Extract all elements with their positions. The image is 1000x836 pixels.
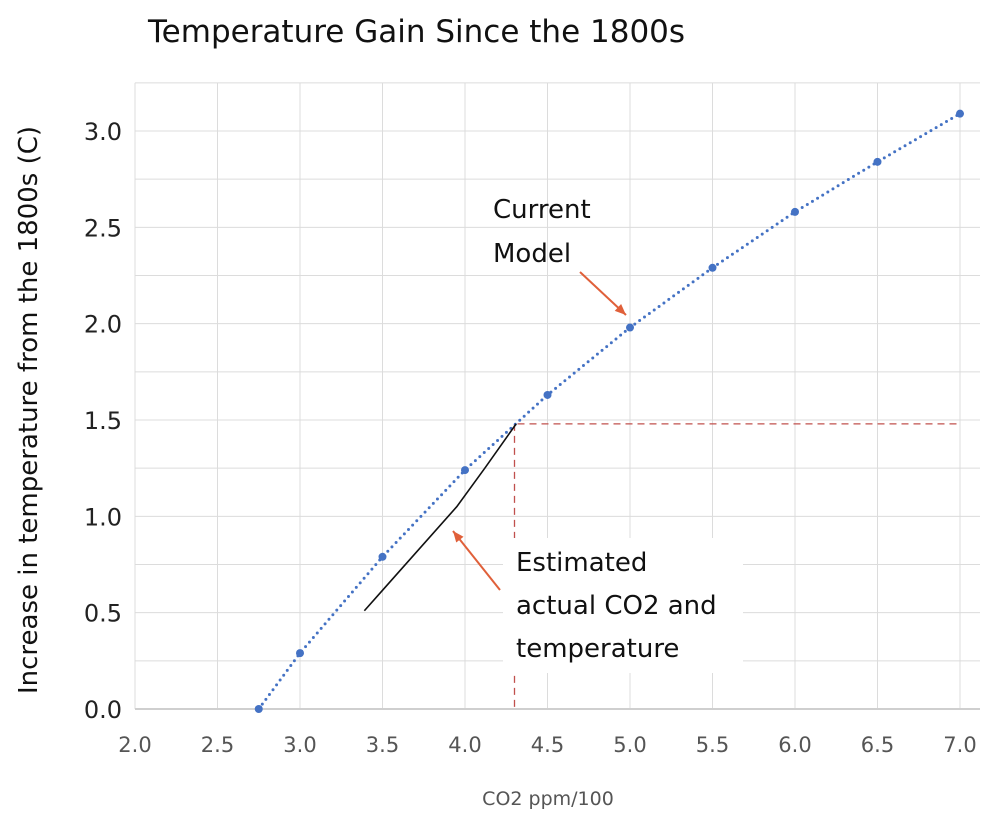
x-tick-label: 6.5 — [861, 733, 894, 757]
annotation-line: temperature — [516, 634, 679, 664]
data-point — [791, 207, 799, 216]
annotation-arrows — [452, 271, 627, 591]
x-tick-label: 3.0 — [283, 733, 316, 757]
data-point — [296, 649, 304, 658]
annotation-line: Current — [493, 195, 591, 225]
annotation-line: Model — [493, 239, 571, 269]
tick-labels: 2.0 2.5 3.0 3.5 4.0 4.5 5.0 5.5 6.0 6.5 7.0 0.0 0.5 1… — [84, 118, 977, 757]
arrowhead — [453, 531, 464, 543]
x-tick-label: 2.5 — [201, 733, 234, 757]
data-point — [378, 552, 387, 561]
x-tick-label: 4.5 — [531, 733, 564, 757]
x-tick-label: 2.0 — [118, 733, 151, 757]
data-point — [708, 263, 717, 272]
y-tick-label: 2.5 — [84, 214, 122, 242]
annotation-line: actual CO2 and — [516, 591, 717, 621]
x-tick-label: 3.5 — [366, 733, 399, 757]
x-tick-label: 4.0 — [448, 733, 481, 757]
x-tick-label: 6.0 — [778, 733, 811, 757]
y-tick-label: 0.5 — [84, 600, 122, 628]
x-tick-label: 5.0 — [613, 733, 646, 757]
data-point — [543, 390, 552, 399]
data-point — [873, 157, 882, 166]
chart-title: Temperature Gain Since the 1800s — [147, 14, 685, 50]
x-tick-label: 7.0 — [943, 733, 976, 757]
y-axis-label: Increase in temperature from the 1800s (… — [14, 126, 44, 694]
series-group — [254, 109, 964, 713]
y-tick-label: 0.0 — [84, 696, 122, 724]
x-tick-label: 5.5 — [696, 733, 729, 757]
arrowhead — [614, 304, 626, 315]
reference-lines — [513, 423, 960, 709]
series-line-model — [257, 112, 962, 711]
data-point — [626, 323, 634, 332]
data-point — [461, 466, 469, 475]
arrow-line — [452, 530, 501, 591]
y-tick-label: 3.0 — [84, 118, 122, 146]
x-axis-label: CO2 ppm/100 — [482, 788, 614, 810]
data-point — [956, 109, 964, 118]
series-line-estimated — [363, 423, 517, 612]
annotation-current-model: Current Model — [493, 195, 591, 269]
data-point — [254, 705, 263, 713]
y-tick-label: 1.0 — [84, 503, 122, 531]
annotation-estimated: Estimated actual CO2 and temperature — [503, 538, 743, 673]
annotation-line: Estimated — [516, 548, 647, 578]
y-tick-label: 2.0 — [84, 311, 122, 339]
y-tick-label: 1.5 — [84, 407, 122, 435]
